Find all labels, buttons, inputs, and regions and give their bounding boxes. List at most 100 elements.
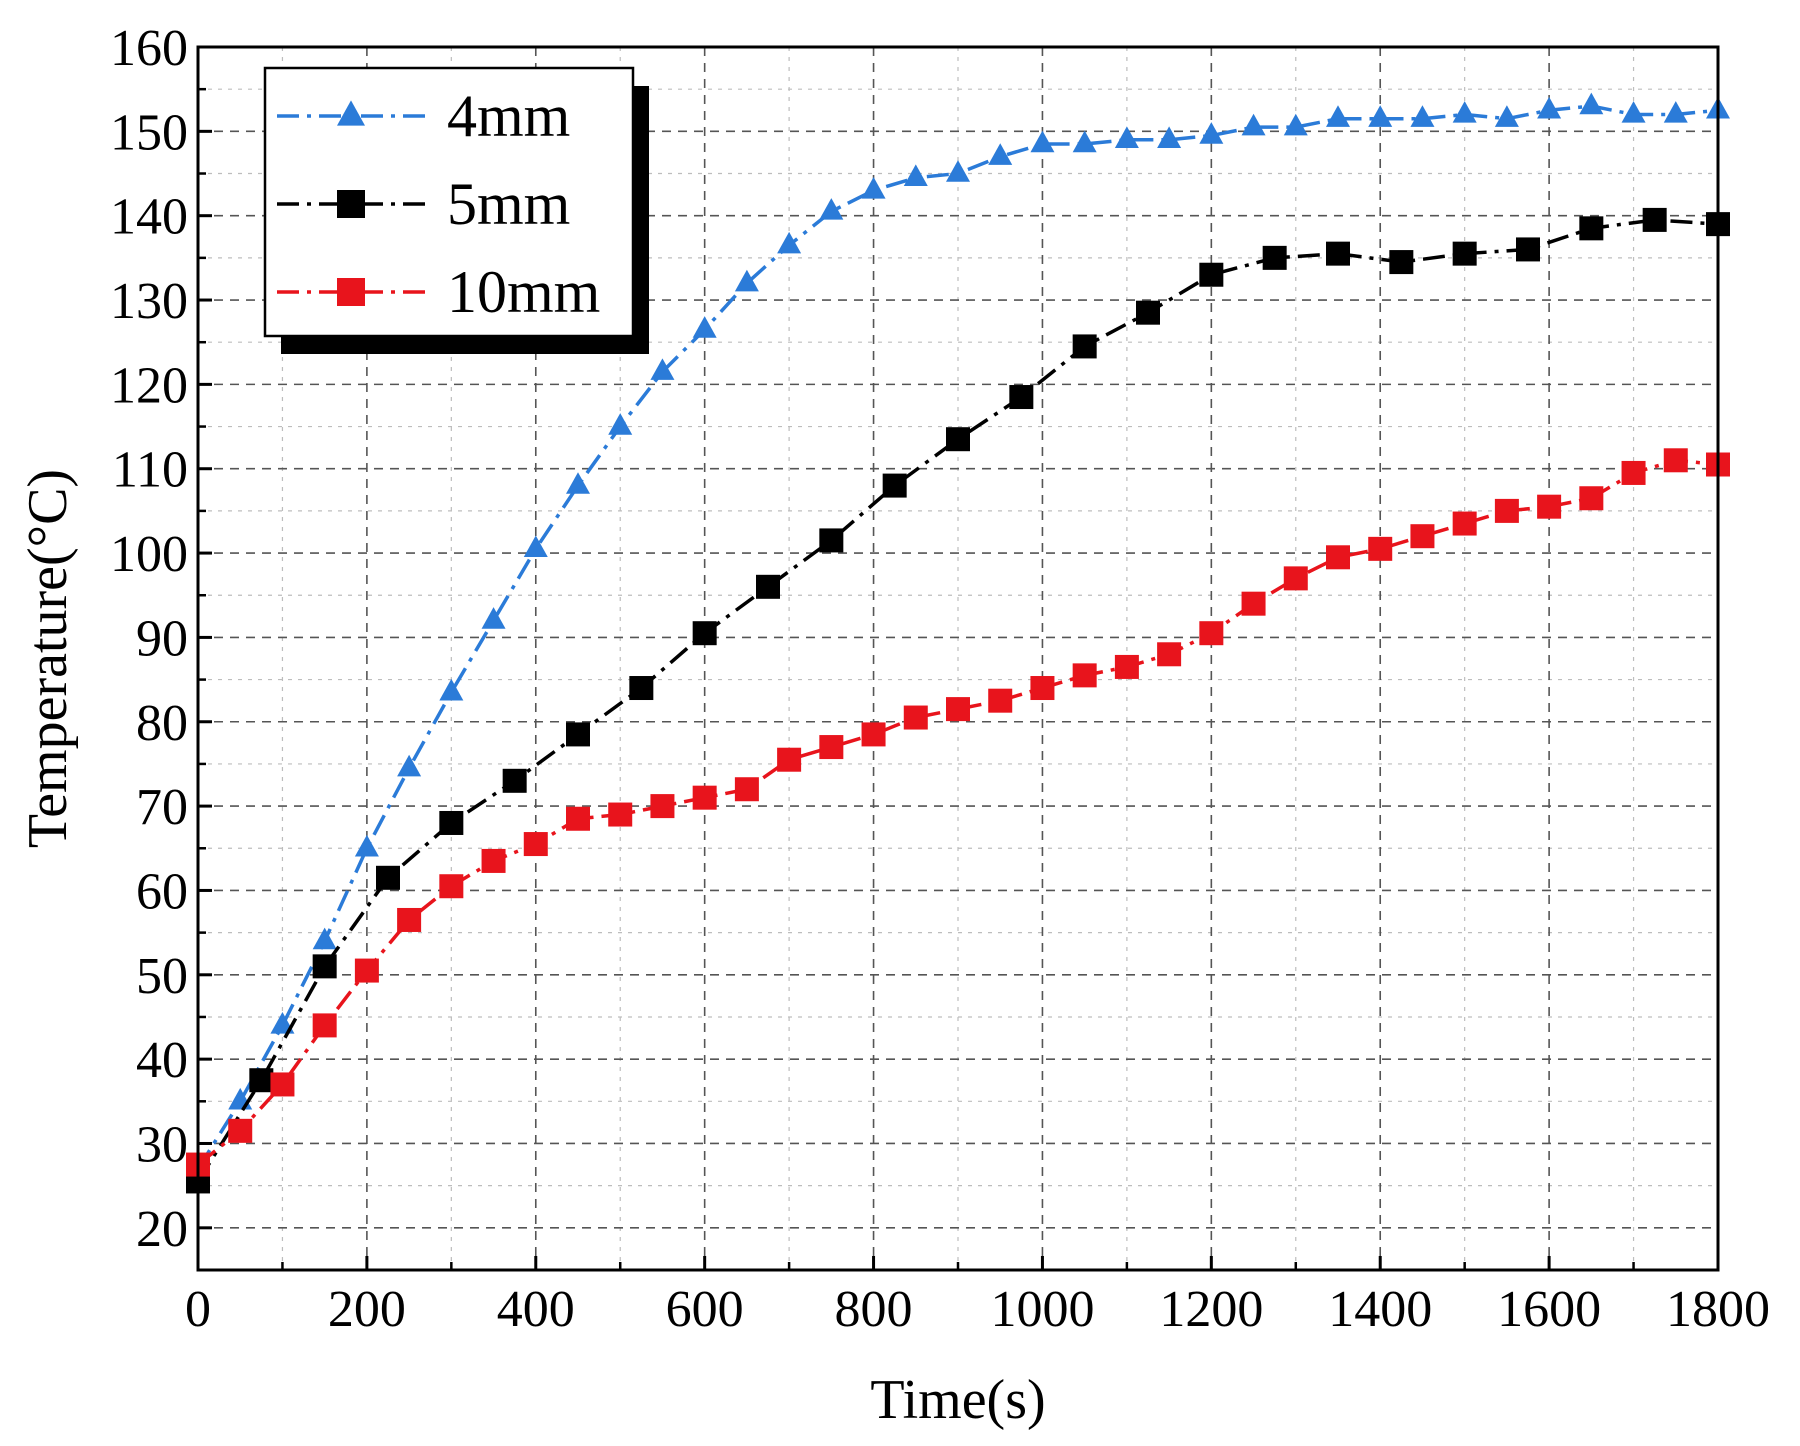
y-tick-label: 150: [110, 104, 188, 161]
data-point-10mm: [397, 907, 422, 932]
data-point-4mm: [1537, 96, 1562, 119]
data-point-5mm: [439, 810, 464, 835]
series-10mm: [186, 448, 1730, 1177]
data-point-10mm: [1368, 536, 1393, 561]
data-point-4mm: [1326, 105, 1350, 127]
data-point-5mm: [1389, 250, 1414, 275]
data-point-10mm: [608, 802, 633, 827]
data-point-10mm: [734, 777, 759, 802]
data-point-4mm: [1199, 122, 1224, 144]
data-point-4mm: [946, 160, 970, 182]
data-point-4mm: [1579, 92, 1604, 115]
data-point-10mm: [523, 832, 548, 857]
data-point-10mm: [1241, 591, 1266, 616]
y-axis-title: Temperature(°C): [17, 469, 79, 848]
y-tick-label: 100: [110, 526, 188, 583]
data-point-4mm: [312, 927, 337, 950]
y-tick-label: 110: [112, 442, 188, 499]
y-tick-label: 160: [110, 20, 188, 77]
data-point-4mm: [608, 413, 633, 435]
data-point-10mm: [1199, 621, 1224, 646]
data-point-5mm: [1642, 207, 1667, 232]
y-tick-label: 140: [110, 189, 188, 246]
data-point-10mm: [1452, 511, 1477, 536]
legend-label: 5mm: [447, 171, 570, 237]
data-point-4mm: [1283, 113, 1308, 136]
data-point-4mm: [1241, 113, 1266, 136]
x-tick-label: 600: [666, 1281, 744, 1338]
data-point-4mm: [1452, 101, 1477, 123]
x-tick-label: 200: [328, 1281, 406, 1338]
legend-entry-5mm: 5mm: [277, 171, 570, 237]
x-tick-label: 1800: [1666, 1281, 1770, 1338]
data-point-5mm: [756, 574, 780, 599]
data-point-10mm: [439, 874, 464, 899]
data-point-4mm: [903, 164, 928, 186]
axis-tick-labels: 0 200 400 600 800 1000 1200 1400 1600 1800 20 30 40 5…: [110, 20, 1770, 1338]
data-point-10mm: [692, 785, 717, 810]
data-point-4mm: [1157, 126, 1182, 148]
data-point-10mm: [1030, 676, 1055, 701]
legend-entry-4mm: 4mm: [277, 83, 570, 149]
x-tick-label: 1000: [990, 1281, 1094, 1338]
data-point-10mm: [1621, 460, 1646, 485]
data-point-10mm: [946, 697, 970, 722]
data-point-4mm: [988, 143, 1013, 165]
data-point-4mm: [650, 358, 675, 380]
data-point-10mm: [1494, 498, 1519, 523]
y-tick-label: 70: [136, 779, 188, 836]
data-point-5mm: [1326, 241, 1350, 266]
data-point-10mm: [270, 1072, 295, 1097]
x-tick-label: 400: [497, 1281, 575, 1338]
data-point-10mm: [988, 688, 1013, 713]
data-point-4mm: [523, 535, 548, 558]
y-tick-label: 120: [110, 357, 188, 414]
x-tick-label: 1600: [1497, 1281, 1601, 1338]
data-point-4mm: [819, 198, 844, 220]
data-point-4mm: [1621, 101, 1646, 123]
y-tick-label: 40: [136, 1032, 188, 1089]
data-point-4mm: [692, 316, 717, 338]
data-point-10mm: [1537, 494, 1562, 519]
data-point-5mm: [1516, 237, 1540, 262]
legend-label: 10mm: [447, 259, 600, 325]
data-point-4mm: [397, 754, 422, 777]
data-point-10mm: [1283, 566, 1308, 591]
data-point-5mm: [1579, 216, 1604, 241]
data-point-4mm: [861, 176, 886, 199]
legend: 4mm 5mm 10mm: [263, 66, 649, 354]
y-tick-label: 20: [136, 1201, 188, 1258]
data-point-5mm: [566, 722, 590, 747]
data-point-4mm: [777, 231, 802, 254]
data-point-10mm: [1579, 486, 1604, 511]
legend-marker: [337, 190, 365, 218]
legend-marker: [337, 278, 365, 306]
data-point-10mm: [1663, 448, 1688, 473]
data-point-5mm: [1072, 334, 1097, 359]
x-tick-label: 1400: [1328, 1281, 1432, 1338]
data-point-10mm: [819, 735, 844, 760]
data-point-4mm: [1114, 126, 1139, 148]
legend-entry-10mm: 10mm: [277, 259, 600, 325]
data-point-10mm: [1114, 654, 1139, 679]
y-tick-label: 80: [136, 695, 188, 752]
data-point-10mm: [650, 794, 675, 819]
data-point-4mm: [734, 269, 759, 292]
data-point-4mm: [1410, 105, 1435, 127]
data-point-5mm: [692, 621, 717, 646]
series-layer: [186, 92, 1730, 1194]
data-point-10mm: [1157, 642, 1182, 667]
data-point-10mm: [777, 747, 802, 772]
data-point-10mm: [1410, 524, 1435, 549]
y-tick-label: 90: [136, 610, 188, 667]
y-tick-label: 30: [136, 1116, 188, 1173]
x-tick-label: 800: [835, 1281, 913, 1338]
x-tick-label: 1200: [1159, 1281, 1263, 1338]
data-point-5mm: [819, 528, 844, 553]
data-point-4mm: [1368, 105, 1393, 127]
data-point-5mm: [312, 954, 337, 979]
data-point-4mm: [439, 678, 464, 701]
data-point-4mm: [566, 472, 590, 494]
data-point-4mm: [1663, 101, 1688, 123]
data-point-5mm: [1452, 241, 1477, 266]
